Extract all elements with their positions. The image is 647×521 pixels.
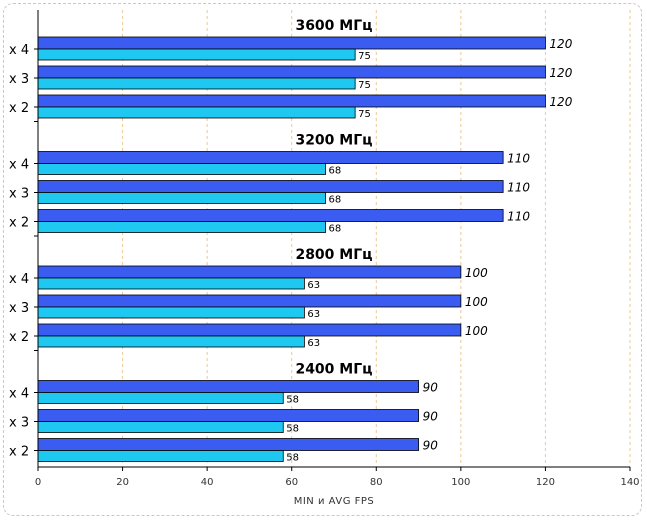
bar-avg: [37, 450, 284, 462]
x-axis-label: MIN и AVG FPS: [294, 496, 375, 507]
x-tick-label: 60: [285, 477, 298, 488]
bar-max: [37, 323, 462, 337]
bar-avg-label: 75: [358, 80, 371, 91]
bar-max-label: 100: [465, 266, 488, 280]
bar-max: [37, 94, 546, 108]
bar-max: [37, 265, 462, 279]
bar-avg: [37, 421, 284, 433]
bar-avg-label: 63: [307, 338, 320, 349]
bar-avg: [37, 277, 305, 290]
category-label: x 4: [9, 43, 29, 58]
bar-avg-label: 75: [358, 51, 371, 62]
bar-avg-label: 58: [286, 424, 299, 435]
bar-max: [37, 209, 504, 222]
bar-avg: [37, 392, 284, 404]
bar-max-label: 100: [465, 295, 488, 309]
bar-max-label: 120: [549, 95, 572, 109]
category-label: x 3: [9, 301, 29, 316]
x-tick-label: 40: [201, 477, 214, 488]
bar-max-label: 120: [549, 37, 572, 51]
bar-avg: [37, 106, 356, 119]
bar-avg: [37, 192, 326, 204]
category-label: x 4: [9, 387, 29, 402]
bar-max: [37, 380, 419, 393]
bar-max-label: 90: [423, 439, 439, 453]
bar-max-label: 100: [465, 324, 488, 338]
bar-avg: [37, 221, 326, 233]
x-tick-label: 100: [451, 477, 470, 488]
bars: 3600 МГц 120 75 x 4 120 75 x 3 120 75 x 2 3200 МГц…: [9, 18, 573, 464]
bar-avg-label: 75: [358, 109, 371, 120]
bar-avg: [37, 163, 326, 175]
bar-max-label: 110: [507, 181, 530, 195]
bar-avg: [37, 335, 305, 348]
group-title: 3200 МГц: [295, 133, 372, 149]
category-label: x 3: [9, 72, 29, 87]
bar-max-label: 90: [423, 381, 439, 395]
category-label: x 3: [9, 187, 29, 202]
bar-avg-label: 68: [329, 224, 342, 235]
x-tick-label: 0: [35, 477, 41, 488]
category-label: x 2: [9, 445, 29, 460]
bar-avg: [37, 48, 356, 61]
bar-max: [37, 180, 504, 193]
group-title: 2800 МГц: [295, 247, 372, 263]
bar-max: [37, 294, 462, 308]
bar-avg-label: 63: [307, 280, 320, 291]
bar-max-label: 120: [549, 66, 572, 80]
bar-avg-label: 58: [286, 453, 299, 464]
category-label: x 4: [9, 158, 29, 173]
bar-avg-label: 68: [329, 195, 342, 206]
bar-max-label: 110: [507, 152, 530, 166]
x-tick-label: 20: [116, 477, 129, 488]
bar-max: [37, 409, 419, 422]
category-label: x 2: [9, 101, 29, 116]
bar-max-label: 90: [423, 410, 439, 424]
bar-max: [37, 151, 504, 164]
category-label: x 4: [9, 272, 29, 287]
category-label: x 2: [9, 330, 29, 345]
category-label: x 3: [9, 416, 29, 431]
bar-max-label: 110: [507, 210, 530, 224]
bar-avg-label: 68: [329, 166, 342, 177]
x-tick-label: 120: [536, 477, 555, 488]
bar-avg: [37, 306, 305, 319]
bar-avg: [37, 77, 356, 90]
bar-avg-label: 63: [307, 309, 320, 320]
bar-avg-label: 58: [286, 395, 299, 406]
group-title: 2400 МГц: [295, 362, 372, 378]
chart-frame: [3, 3, 642, 516]
group-title: 3600 МГц: [295, 18, 372, 34]
bar-max: [37, 36, 546, 50]
category-label: x 2: [9, 216, 29, 231]
bar-max: [37, 438, 419, 451]
axes: 0 20 40 60 80 100 120 140: [34, 10, 640, 488]
bar-max: [37, 65, 546, 79]
x-tick-label: 140: [620, 477, 639, 488]
x-tick-label: 80: [370, 477, 383, 488]
